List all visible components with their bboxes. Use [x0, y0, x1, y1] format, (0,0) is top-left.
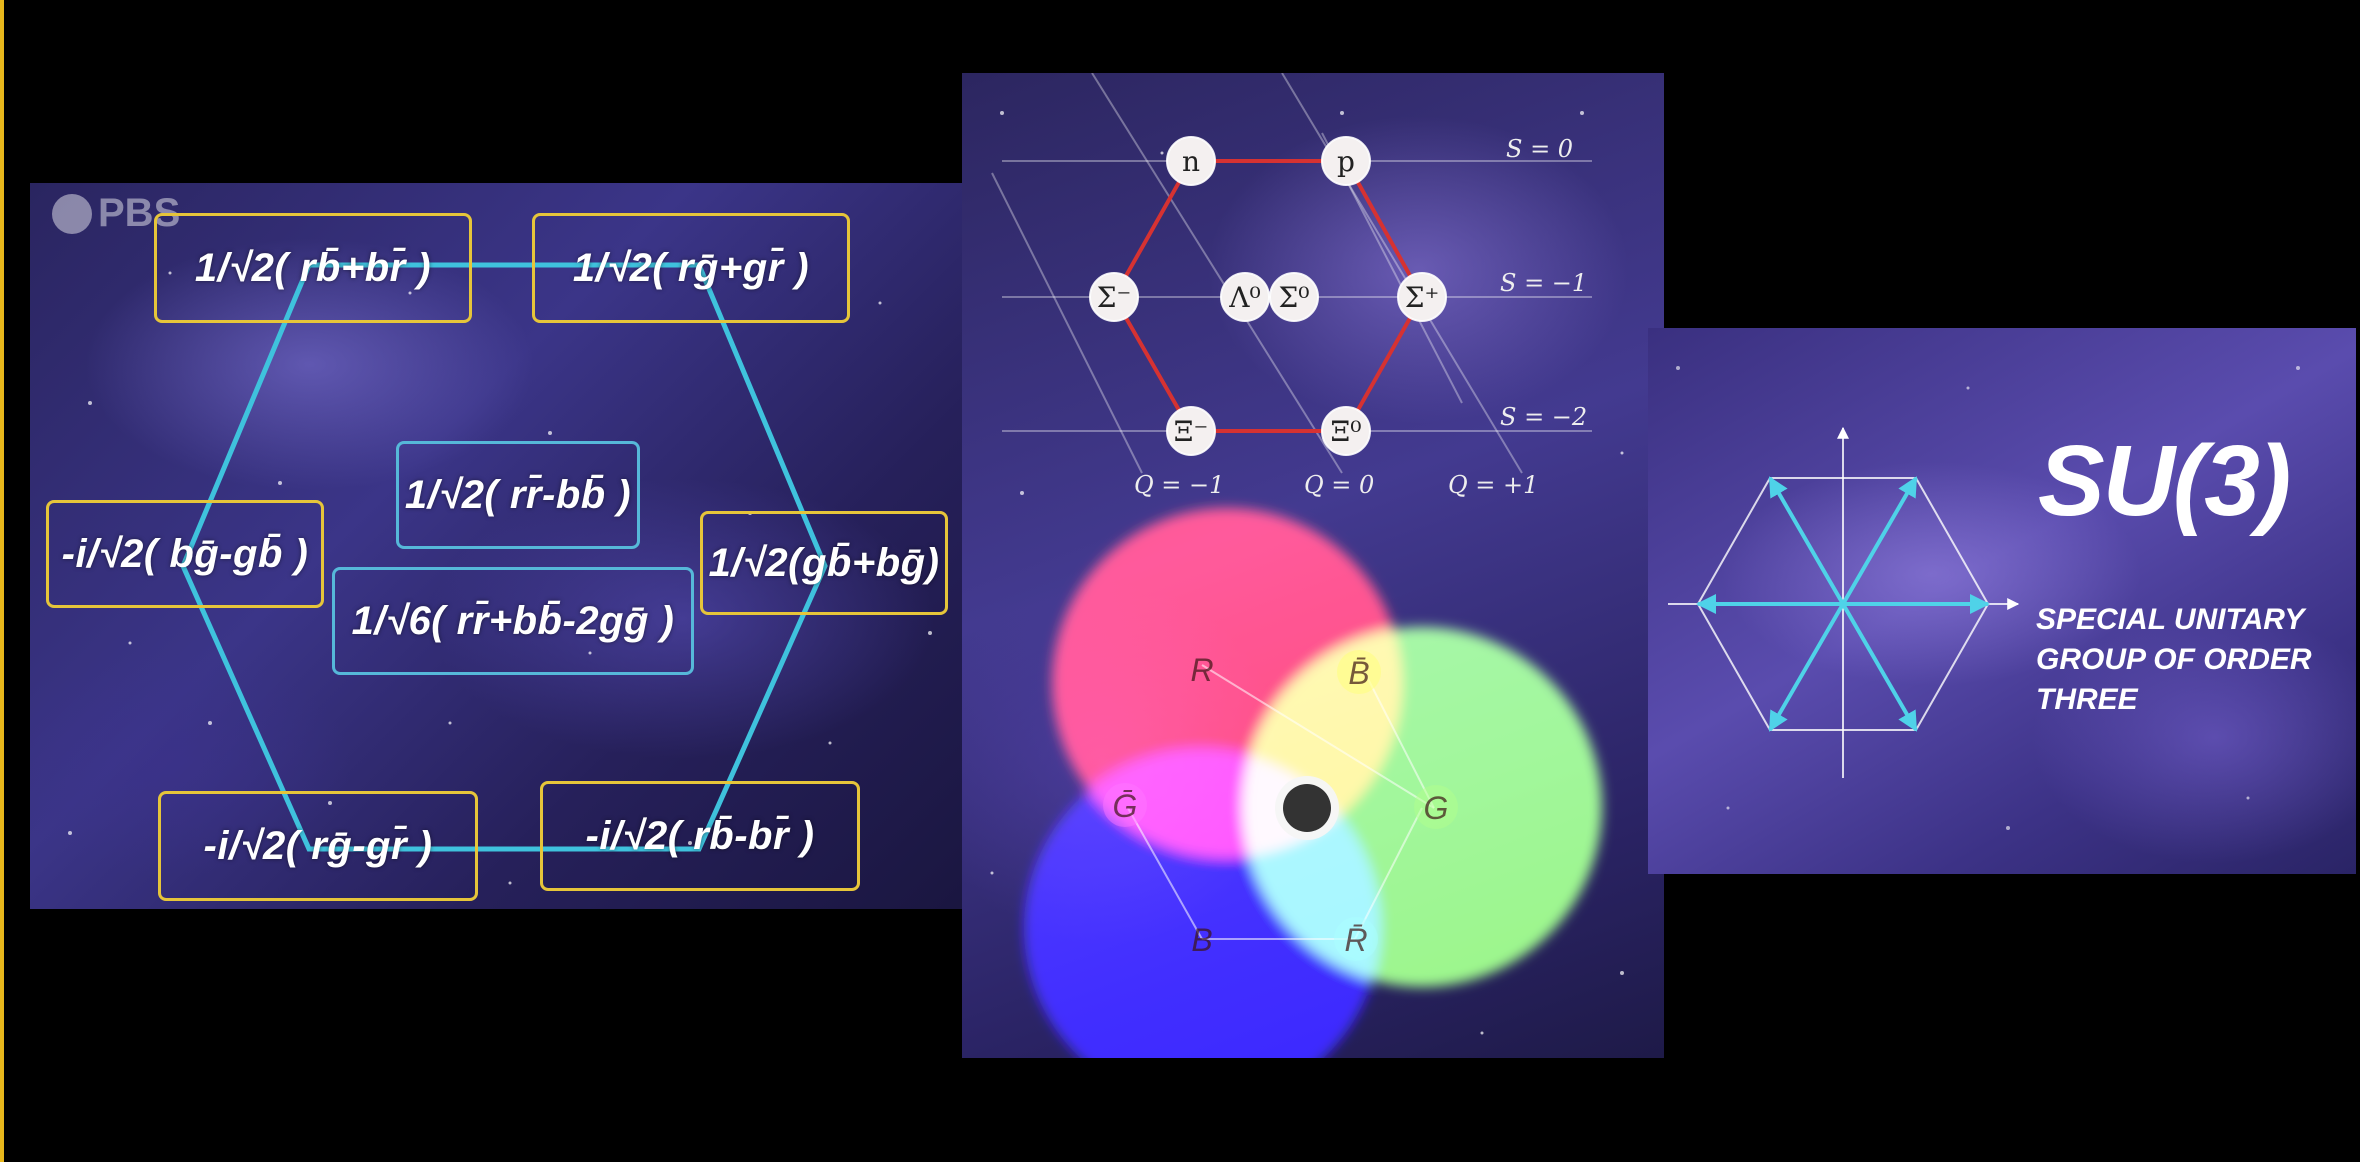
stars-layer [68, 261, 932, 885]
gluon-hexagon [180, 262, 828, 852]
baryon-n-label: n [1182, 145, 1200, 178]
formula-bottom-right: -i/√2( rb̄-br̄ ) [540, 781, 860, 891]
gluon-octet-panel: PBS 1/√2( rb̄+br̄ ) 1/√2( rḡ+gr̄ ) -i/√2… [30, 183, 962, 909]
charge-plus1-label: Q = +1 [1448, 471, 1538, 499]
color-anti-b-label: B̄ [1348, 655, 1369, 691]
su3-subtitle: SPECIAL UNITARY GROUP OF ORDER THREE [2036, 600, 2312, 720]
baryon-p-node [1321, 136, 1371, 186]
formula-top-left: 1/√2( rb̄+br̄ ) [154, 213, 472, 323]
anti-green-marker [1103, 783, 1147, 827]
color-anti-r-label: R̄ [1344, 922, 1367, 958]
strangeness-minus1-label: S = −1 [1500, 269, 1587, 297]
su3-subtitle-line-2: GROUP OF ORDER [2036, 643, 2312, 676]
baryon-sigma-minus-label: Σ⁻ [1097, 281, 1132, 314]
strangeness-0-label: S = 0 [1506, 135, 1573, 163]
baryon-sigma0-label: Σ⁰ [1278, 281, 1309, 314]
pbs-logo-icon [52, 193, 92, 234]
color-anti-g-label: Ḡ [1113, 788, 1138, 824]
color-r-label: R [1190, 652, 1213, 688]
formula-top-right: 1/√2( rḡ+gr̄ ) [532, 213, 850, 323]
baryon-xi0-label: Ξ⁰ [1331, 415, 1362, 448]
formula-center-lower: 1/√6( rr̄+bb̄-2gḡ ) [332, 567, 694, 675]
su3-root-diagram [1668, 366, 2300, 830]
su3-subtitle-line-1: SPECIAL UNITARY [2036, 603, 2305, 636]
baryon-xi-minus-node [1166, 406, 1216, 456]
baryon-sigma-plus-node [1397, 272, 1447, 322]
color-b-label: B [1191, 922, 1212, 958]
anti-blue-marker [1337, 650, 1381, 694]
anti-red-marker [1334, 917, 1378, 961]
charge-0-label: Q = 0 [1304, 471, 1374, 499]
baryon-xi0-node [1321, 406, 1371, 456]
formula-mid-left: -i/√2( bḡ-gb̄ ) [46, 500, 324, 608]
green-marker [1414, 785, 1458, 829]
charge-minus1-label: Q = −1 [1134, 471, 1224, 499]
left-edge-stripe [0, 0, 4, 1162]
baryon-sigma0-node [1269, 272, 1319, 322]
color-g-label: G [1424, 790, 1449, 826]
formula-mid-right: 1/√2(gb̄+bḡ) [700, 511, 948, 615]
baryon-xi-minus-label: Ξ⁻ [1174, 415, 1208, 448]
su3-title: SU(3) [2038, 425, 2291, 537]
su3-title-panel: SU(3) SPECIAL UNITARY GROUP OF ORDER THR… [1648, 328, 2356, 874]
su3-subtitle-line-3: THREE [2036, 683, 2138, 716]
baryon-sigma-plus-label: Σ⁺ [1405, 281, 1440, 314]
baryon-p-label: p [1337, 145, 1355, 178]
formula-center-upper: 1/√2( rr̄-bb̄ ) [396, 441, 640, 549]
baryon-sigma-minus-node [1089, 272, 1139, 322]
baryon-octet-panel: n p Σ⁻ Λ⁰ Σ⁰ Σ⁺ Ξ⁻ Ξ⁰ S = 0 S = −1 S = −… [962, 73, 1664, 1058]
color-neutral-dot [1283, 784, 1331, 832]
baryon-n-node [1166, 136, 1216, 186]
baryon-octet-diagram: n p Σ⁻ Λ⁰ Σ⁰ Σ⁺ Ξ⁻ Ξ⁰ S = 0 S = −1 S = −… [990, 73, 1624, 1058]
formula-bottom-left: -i/√2( rḡ-gr̄ ) [158, 791, 478, 901]
baryon-lambda0-label: Λ⁰ [1228, 281, 1260, 314]
strangeness-minus2-label: S = −2 [1500, 403, 1587, 431]
